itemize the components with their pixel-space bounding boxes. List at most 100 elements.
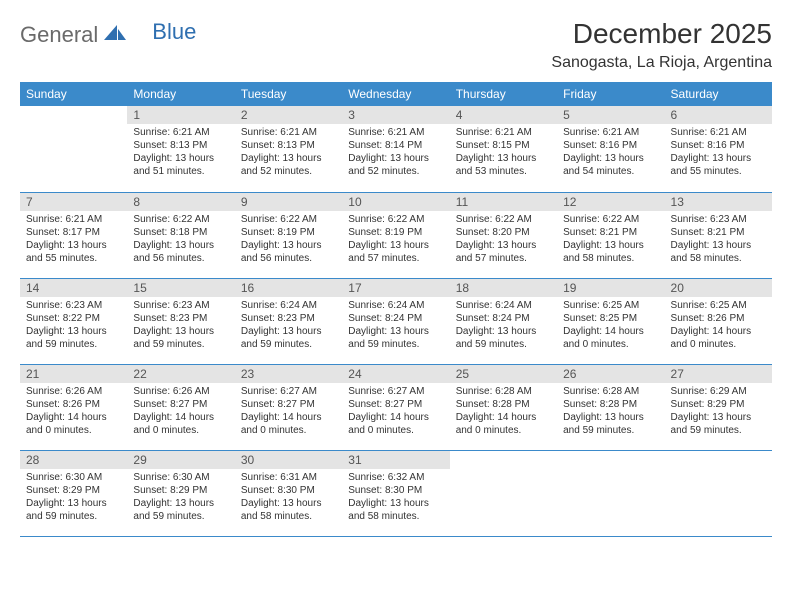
month-title: December 2025 [551,18,772,50]
day-details: Sunrise: 6:21 AMSunset: 8:15 PMDaylight:… [450,124,557,182]
sunset-text: Sunset: 8:29 PM [26,484,121,497]
daylight-text: Daylight: 13 hours and 57 minutes. [456,239,551,265]
day-details: Sunrise: 6:24 AMSunset: 8:24 PMDaylight:… [450,297,557,355]
day-details: Sunrise: 6:24 AMSunset: 8:24 PMDaylight:… [342,297,449,355]
calendar-day-cell: 24Sunrise: 6:27 AMSunset: 8:27 PMDayligh… [342,364,449,450]
brand-part1: General [20,22,98,48]
day-details: Sunrise: 6:25 AMSunset: 8:25 PMDaylight:… [557,297,664,355]
sunrise-text: Sunrise: 6:21 AM [133,126,228,139]
sunset-text: Sunset: 8:19 PM [241,226,336,239]
day-details: Sunrise: 6:21 AMSunset: 8:16 PMDaylight:… [557,124,664,182]
day-number: 21 [20,365,127,383]
daylight-text: Daylight: 13 hours and 55 minutes. [26,239,121,265]
sunset-text: Sunset: 8:30 PM [348,484,443,497]
day-number: 18 [450,279,557,297]
daylight-text: Daylight: 13 hours and 59 minutes. [456,325,551,351]
calendar-day-cell [557,450,664,536]
calendar-day-cell: 28Sunrise: 6:30 AMSunset: 8:29 PMDayligh… [20,450,127,536]
sunset-text: Sunset: 8:15 PM [456,139,551,152]
sunrise-text: Sunrise: 6:23 AM [26,299,121,312]
sunset-text: Sunset: 8:27 PM [241,398,336,411]
sunrise-text: Sunrise: 6:21 AM [348,126,443,139]
weekday-header: Monday [127,82,234,106]
day-number: 2 [235,106,342,124]
sunrise-text: Sunrise: 6:24 AM [456,299,551,312]
day-number: 29 [127,451,234,469]
day-details: Sunrise: 6:23 AMSunset: 8:22 PMDaylight:… [20,297,127,355]
sunset-text: Sunset: 8:22 PM [26,312,121,325]
sunset-text: Sunset: 8:25 PM [563,312,658,325]
sunrise-text: Sunrise: 6:22 AM [133,213,228,226]
day-details: Sunrise: 6:29 AMSunset: 8:29 PMDaylight:… [665,383,772,441]
day-number: 12 [557,193,664,211]
daylight-text: Daylight: 14 hours and 0 minutes. [26,411,121,437]
sunrise-text: Sunrise: 6:26 AM [133,385,228,398]
calendar-day-cell: 10Sunrise: 6:22 AMSunset: 8:19 PMDayligh… [342,192,449,278]
brand-part2: Blue [152,19,196,45]
day-details: Sunrise: 6:26 AMSunset: 8:27 PMDaylight:… [127,383,234,441]
sunrise-text: Sunrise: 6:27 AM [241,385,336,398]
day-number: 1 [127,106,234,124]
sunrise-text: Sunrise: 6:28 AM [563,385,658,398]
day-details: Sunrise: 6:26 AMSunset: 8:26 PMDaylight:… [20,383,127,441]
daylight-text: Daylight: 13 hours and 59 minutes. [133,325,228,351]
day-details: Sunrise: 6:22 AMSunset: 8:18 PMDaylight:… [127,211,234,269]
sunset-text: Sunset: 8:29 PM [133,484,228,497]
calendar-week-row: 14Sunrise: 6:23 AMSunset: 8:22 PMDayligh… [20,278,772,364]
calendar-day-cell: 14Sunrise: 6:23 AMSunset: 8:22 PMDayligh… [20,278,127,364]
daylight-text: Daylight: 13 hours and 58 minutes. [563,239,658,265]
sunrise-text: Sunrise: 6:22 AM [241,213,336,226]
sunset-text: Sunset: 8:26 PM [26,398,121,411]
day-details: Sunrise: 6:31 AMSunset: 8:30 PMDaylight:… [235,469,342,527]
calendar-week-row: 28Sunrise: 6:30 AMSunset: 8:29 PMDayligh… [20,450,772,536]
day-details: Sunrise: 6:30 AMSunset: 8:29 PMDaylight:… [20,469,127,527]
daylight-text: Daylight: 13 hours and 58 minutes. [348,497,443,523]
calendar-day-cell: 6Sunrise: 6:21 AMSunset: 8:16 PMDaylight… [665,106,772,192]
daylight-text: Daylight: 13 hours and 57 minutes. [348,239,443,265]
day-details: Sunrise: 6:28 AMSunset: 8:28 PMDaylight:… [557,383,664,441]
calendar-day-cell: 1Sunrise: 6:21 AMSunset: 8:13 PMDaylight… [127,106,234,192]
daylight-text: Daylight: 13 hours and 59 minutes. [133,497,228,523]
day-details: Sunrise: 6:25 AMSunset: 8:26 PMDaylight:… [665,297,772,355]
sunrise-text: Sunrise: 6:27 AM [348,385,443,398]
sail-icon [104,25,126,48]
daylight-text: Daylight: 13 hours and 52 minutes. [241,152,336,178]
calendar-day-cell: 8Sunrise: 6:22 AMSunset: 8:18 PMDaylight… [127,192,234,278]
day-details: Sunrise: 6:22 AMSunset: 8:19 PMDaylight:… [342,211,449,269]
weekday-header: Wednesday [342,82,449,106]
sunrise-text: Sunrise: 6:22 AM [348,213,443,226]
sunset-text: Sunset: 8:30 PM [241,484,336,497]
daylight-text: Daylight: 14 hours and 0 minutes. [671,325,766,351]
daylight-text: Daylight: 13 hours and 54 minutes. [563,152,658,178]
day-number: 26 [557,365,664,383]
weekday-header-row: SundayMondayTuesdayWednesdayThursdayFrid… [20,82,772,106]
daylight-text: Daylight: 13 hours and 59 minutes. [563,411,658,437]
calendar-day-cell: 17Sunrise: 6:24 AMSunset: 8:24 PMDayligh… [342,278,449,364]
calendar-week-row: 7Sunrise: 6:21 AMSunset: 8:17 PMDaylight… [20,192,772,278]
daylight-text: Daylight: 13 hours and 59 minutes. [26,497,121,523]
day-details: Sunrise: 6:22 AMSunset: 8:21 PMDaylight:… [557,211,664,269]
calendar-day-cell [665,450,772,536]
day-details: Sunrise: 6:21 AMSunset: 8:13 PMDaylight:… [127,124,234,182]
daylight-text: Daylight: 13 hours and 52 minutes. [348,152,443,178]
calendar-day-cell: 21Sunrise: 6:26 AMSunset: 8:26 PMDayligh… [20,364,127,450]
day-number: 10 [342,193,449,211]
day-number: 16 [235,279,342,297]
sunset-text: Sunset: 8:23 PM [241,312,336,325]
calendar-day-cell: 25Sunrise: 6:28 AMSunset: 8:28 PMDayligh… [450,364,557,450]
daylight-text: Daylight: 13 hours and 56 minutes. [133,239,228,265]
weekday-header: Friday [557,82,664,106]
sunrise-text: Sunrise: 6:25 AM [671,299,766,312]
sunset-text: Sunset: 8:27 PM [348,398,443,411]
weekday-header: Thursday [450,82,557,106]
calendar-day-cell: 7Sunrise: 6:21 AMSunset: 8:17 PMDaylight… [20,192,127,278]
day-number: 14 [20,279,127,297]
calendar-day-cell: 9Sunrise: 6:22 AMSunset: 8:19 PMDaylight… [235,192,342,278]
calendar-day-cell: 11Sunrise: 6:22 AMSunset: 8:20 PMDayligh… [450,192,557,278]
day-details: Sunrise: 6:28 AMSunset: 8:28 PMDaylight:… [450,383,557,441]
day-number: 31 [342,451,449,469]
calendar-day-cell: 23Sunrise: 6:27 AMSunset: 8:27 PMDayligh… [235,364,342,450]
sunset-text: Sunset: 8:23 PM [133,312,228,325]
day-details: Sunrise: 6:23 AMSunset: 8:21 PMDaylight:… [665,211,772,269]
day-number: 6 [665,106,772,124]
